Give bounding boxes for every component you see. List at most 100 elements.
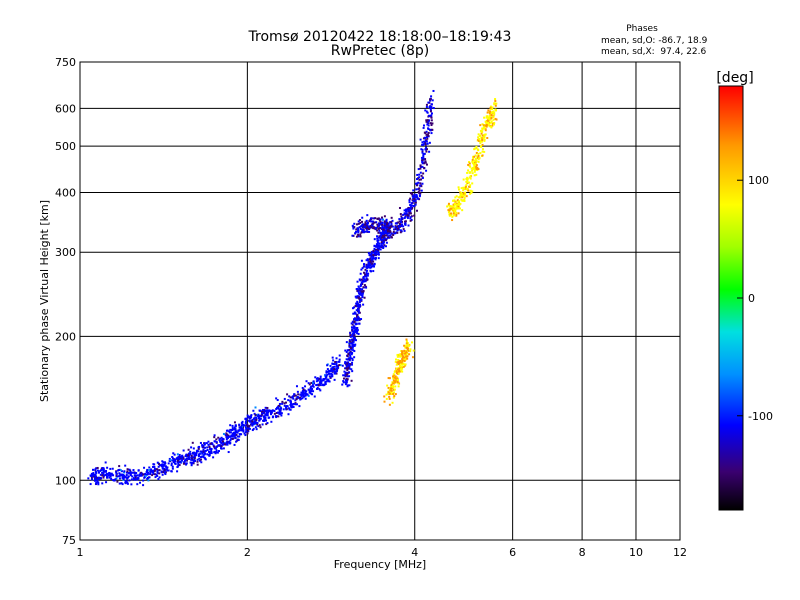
- data-point: [178, 453, 181, 456]
- data-point: [363, 265, 366, 268]
- data-point: [297, 393, 300, 396]
- data-point: [397, 382, 400, 385]
- data-point: [394, 381, 397, 384]
- data-point: [481, 123, 484, 126]
- data-point: [366, 278, 369, 281]
- data-point: [446, 205, 449, 208]
- data-point: [463, 187, 466, 190]
- data-point: [359, 291, 362, 294]
- data-point: [372, 250, 375, 253]
- data-point: [486, 120, 489, 123]
- data-point: [238, 428, 241, 431]
- data-point: [477, 158, 480, 161]
- data-point: [459, 191, 462, 194]
- data-point: [367, 252, 370, 255]
- data-point: [417, 197, 420, 200]
- data-point: [344, 381, 347, 384]
- data-point: [129, 472, 132, 475]
- data-point: [244, 420, 247, 423]
- data-point: [146, 477, 149, 480]
- data-point: [155, 468, 158, 471]
- data-point: [473, 170, 476, 173]
- data-point: [193, 457, 196, 460]
- data-point: [397, 378, 400, 381]
- data-point: [422, 126, 425, 129]
- data-point: [271, 409, 274, 412]
- data-point: [477, 136, 480, 139]
- data-point: [411, 201, 414, 204]
- data-point: [228, 430, 231, 433]
- data-point: [413, 205, 416, 208]
- data-point: [92, 474, 95, 477]
- data-point: [240, 426, 243, 429]
- data-point: [425, 110, 428, 113]
- data-point: [404, 215, 407, 218]
- data-point: [263, 416, 266, 419]
- data-point: [316, 379, 319, 382]
- colorbar-unit: [deg]: [716, 70, 753, 86]
- data-point: [342, 381, 345, 384]
- data-point: [268, 409, 271, 412]
- data-point: [328, 370, 331, 373]
- data-point: [149, 473, 152, 476]
- data-point: [266, 413, 269, 416]
- data-point: [276, 399, 279, 402]
- data-point: [238, 435, 241, 438]
- data-point: [403, 357, 406, 360]
- data-point: [392, 388, 395, 391]
- data-point: [406, 355, 409, 358]
- data-point: [204, 449, 207, 452]
- data-point: [354, 295, 357, 298]
- data-point: [405, 342, 408, 345]
- data-point: [241, 420, 244, 423]
- data-point: [148, 466, 151, 469]
- data-point: [362, 276, 365, 279]
- data-point: [190, 464, 193, 467]
- data-point: [481, 128, 484, 131]
- data-point: [379, 245, 382, 248]
- data-point: [329, 376, 332, 379]
- data-point: [377, 236, 380, 239]
- data-point: [471, 182, 474, 185]
- data-point: [312, 381, 315, 384]
- data-point: [365, 271, 368, 274]
- data-point: [357, 316, 360, 319]
- data-point: [258, 416, 261, 419]
- data-point: [347, 357, 350, 360]
- data-point: [305, 393, 308, 396]
- y-tick-label: 400: [55, 186, 76, 199]
- data-point: [478, 139, 481, 142]
- data-point: [474, 162, 477, 165]
- data-point: [311, 393, 314, 396]
- data-point: [243, 432, 246, 435]
- data-point: [188, 457, 191, 460]
- data-point: [345, 373, 348, 376]
- data-point: [490, 121, 493, 124]
- data-point: [351, 224, 354, 227]
- data-point: [107, 472, 110, 475]
- data-point: [372, 220, 375, 223]
- data-point: [406, 216, 409, 219]
- data-point: [469, 189, 472, 192]
- data-point: [361, 216, 364, 219]
- data-point: [450, 212, 453, 215]
- data-point: [373, 227, 376, 230]
- data-point: [231, 437, 234, 440]
- data-point: [404, 208, 407, 211]
- data-point: [401, 363, 404, 366]
- data-point: [390, 236, 393, 239]
- data-point: [356, 315, 359, 318]
- data-point: [475, 145, 478, 148]
- data-point: [475, 165, 478, 168]
- data-point: [354, 232, 357, 235]
- data-point: [334, 360, 337, 363]
- data-point: [383, 244, 386, 247]
- data-point: [385, 397, 388, 400]
- data-point: [335, 361, 338, 364]
- data-point: [404, 346, 407, 349]
- data-point: [396, 367, 399, 370]
- data-point: [286, 393, 289, 396]
- data-point: [374, 258, 377, 261]
- data-point: [198, 445, 201, 448]
- data-point: [264, 413, 267, 416]
